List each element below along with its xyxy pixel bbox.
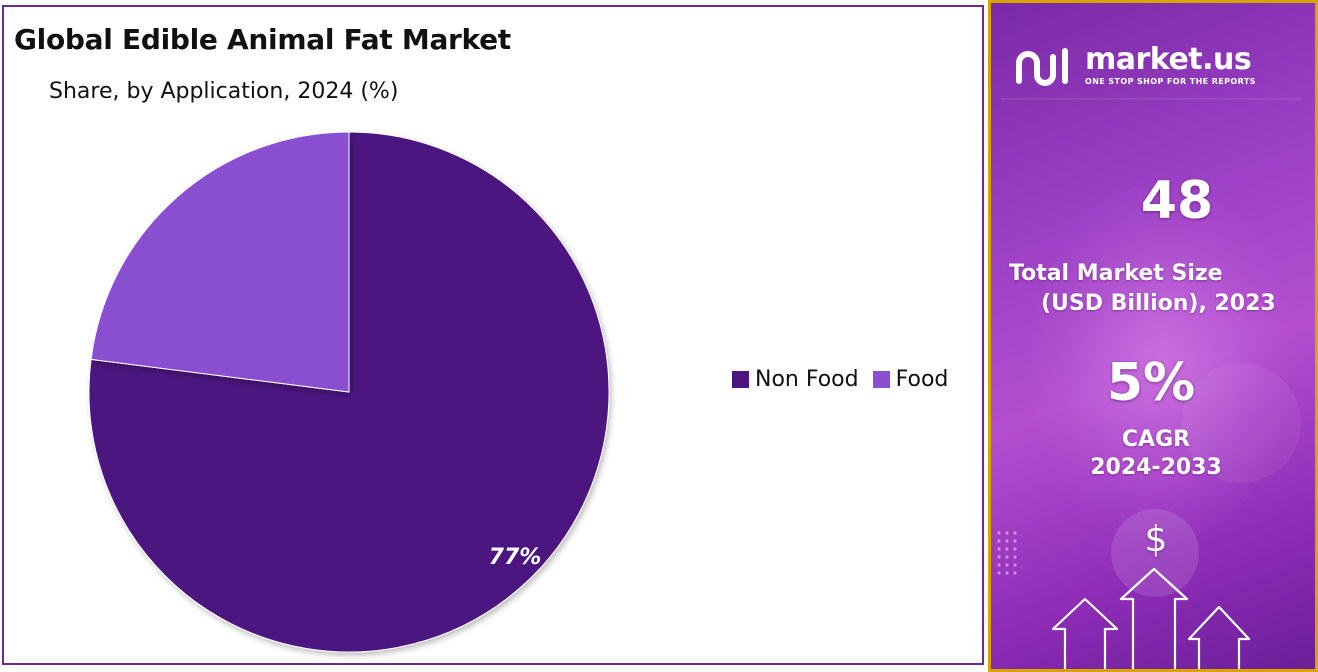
pie-chart: 77%: [88, 131, 610, 653]
legend-swatch-non-food: [732, 371, 749, 388]
cagr-value: 5%: [1106, 353, 1196, 413]
dot-pattern: [997, 531, 1017, 575]
promo-decoration: [997, 98, 1301, 669]
legend-swatch-food: [872, 371, 890, 388]
chart-subtitle: Share, by Application, 2024 (%): [49, 79, 399, 104]
promo-glow: [1031, 183, 1291, 543]
dollar-icon: $: [1144, 519, 1168, 560]
brand-name: market.us: [1085, 41, 1252, 77]
arrow-left: [1051, 597, 1119, 669]
promo-panel: market.us ONE STOP SHOP FOR THE REPORTS …: [988, 0, 1318, 672]
legend-label-non-food: Non Food: [755, 367, 859, 392]
brand-logo-icon: [1016, 48, 1068, 86]
growth-arrows-icon: [1051, 567, 1251, 669]
market-size-value: 48: [1140, 171, 1214, 231]
brand-logo: market.us ONE STOP SHOP FOR THE REPORTS: [1013, 41, 1256, 89]
decor-circle: [1181, 363, 1301, 483]
chart-legend: Non Food Food: [732, 367, 948, 392]
pie-slice-food: [90, 131, 350, 393]
arrow-right: [1187, 605, 1251, 669]
legend-item-food: Food: [872, 367, 949, 392]
brand-tagline: ONE STOP SHOP FOR THE REPORTS: [1085, 76, 1256, 86]
cagr-label-line1: CAGR: [1121, 427, 1191, 452]
coin-icon: [1111, 509, 1199, 597]
market-size-label-line2: (USD Billion), 2023: [1041, 291, 1276, 316]
arrow-middle: [1119, 567, 1189, 669]
chart-panel: Global Edible Animal Fat Market Share, b…: [2, 5, 984, 665]
decor-line: [1001, 98, 1301, 100]
legend-label-food: Food: [895, 367, 949, 392]
legend-item-non-food: Non Food: [732, 367, 859, 392]
market-size-label-line1: Total Market Size: [1009, 261, 1223, 286]
data-label-non-food: 77%: [489, 545, 542, 570]
cagr-label-line2: 2024-2033: [1090, 455, 1222, 480]
chart-title: Global Edible Animal Fat Market: [14, 23, 511, 56]
